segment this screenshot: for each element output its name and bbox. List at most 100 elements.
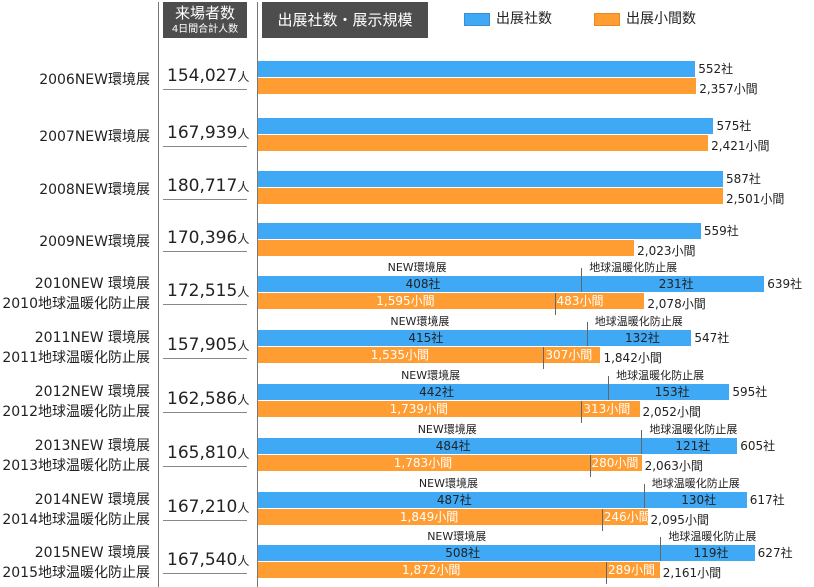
visitor-count: 167,210人 [167, 497, 249, 517]
visitor-count-value: 157,905 [167, 335, 238, 355]
visitor-underline [163, 520, 247, 521]
year-label: 2015NEW 環境展 [34, 545, 150, 561]
divider-left [158, 2, 159, 587]
visitor-count-value: 154,027 [167, 66, 238, 86]
year-label: 2011NEW 環境展 [34, 330, 150, 346]
label-gw-companies: 121社 [675, 439, 711, 453]
visitors-title: 来場者数 [174, 4, 235, 22]
visitor-count: 167,540人 [167, 550, 249, 570]
visitor-underline [163, 412, 247, 413]
split-booths [589, 455, 591, 477]
split-companies [608, 376, 610, 400]
visitor-unit: 人 [237, 70, 250, 84]
label-companies-total: 595社 [732, 385, 768, 399]
bar-companies [258, 276, 765, 292]
sublabel-gw: 地球温暖化防止展 [668, 530, 757, 543]
label-booths-total: 2,357小間 [699, 82, 758, 96]
bar-booths [258, 135, 709, 151]
label-gw-companies: 130社 [681, 493, 717, 507]
year-label: 2009NEW環境展 [39, 234, 150, 250]
legend-label-booths: 出展小間数 [626, 11, 696, 27]
visitor-count-value: 167,939 [167, 123, 238, 143]
label-new-companies: 484社 [435, 439, 471, 453]
sublabel-new: NEW環境展 [401, 369, 461, 382]
visitor-unit: 人 [237, 554, 250, 568]
year-label: 2006NEW環境展 [39, 72, 150, 88]
visitors-header: 来場者数 4日間合計人数 [163, 2, 247, 38]
visitor-unit: 人 [237, 339, 250, 353]
sublabel-gw: 地球温暖化防止展 [589, 261, 678, 274]
label-gw-companies: 231社 [658, 277, 694, 291]
split-companies [643, 484, 645, 508]
bar-booths [258, 347, 601, 363]
year-label: 2014地球温暖化防止展 [2, 512, 150, 528]
sublabel-new: NEW環境展 [390, 315, 450, 328]
visitor-unit: 人 [237, 393, 250, 407]
bar-companies [258, 330, 692, 346]
bar-companies [258, 545, 755, 561]
label-new-booths: 1,595小間 [376, 294, 435, 308]
label-companies-total: 627社 [757, 546, 793, 560]
visitor-count-value: 167,540 [167, 550, 238, 570]
label-new-companies: 508社 [445, 546, 481, 560]
label-new-companies: 408社 [405, 277, 441, 291]
split-companies [581, 268, 583, 292]
split-booths [581, 401, 583, 423]
label-booths-total: 2,501小間 [726, 192, 785, 206]
label-companies-total: 575社 [716, 119, 752, 133]
label-companies-total: 639社 [767, 277, 803, 291]
year-label: 2010地球温暖化防止展 [2, 296, 150, 312]
sublabel-gw: 地球温暖化防止展 [651, 477, 740, 490]
sublabel-new: NEW環境展 [418, 477, 478, 490]
visitor-unit: 人 [237, 127, 250, 141]
visitor-count: 154,027人 [167, 66, 249, 86]
sublabel-new: NEW環境展 [427, 530, 487, 543]
label-gw-booths: 280小間 [591, 456, 639, 470]
visitor-count: 157,905人 [167, 335, 249, 355]
year-label: 2014NEW 環境展 [34, 492, 150, 508]
label-gw-booths: 307小間 [545, 348, 593, 362]
visitor-count-value: 162,586 [167, 389, 238, 409]
split-companies [660, 537, 662, 561]
bar-booths [258, 78, 697, 94]
label-companies-total: 617社 [749, 493, 785, 507]
label-new-companies: 487社 [436, 493, 472, 507]
visitor-count: 162,586人 [167, 389, 249, 409]
year-label: 2013地球温暖化防止展 [2, 458, 150, 474]
label-gw-companies: 153社 [654, 385, 690, 399]
visitor-underline [163, 251, 247, 252]
visitor-unit: 人 [237, 447, 250, 461]
label-companies-total: 552社 [698, 62, 734, 76]
year-label: 2013NEW 環境展 [34, 438, 150, 454]
visitor-underline [163, 89, 247, 90]
label-gw-booths: 289小間 [608, 563, 655, 577]
label-gw-booths: 313小間 [583, 402, 631, 416]
year-label: 2007NEW環境展 [39, 129, 150, 145]
split-booths [606, 562, 608, 584]
year-label: 2015地球温暖化防止展 [2, 565, 150, 581]
legend-swatch-booths [594, 13, 620, 26]
label-new-booths: 1,739小間 [389, 402, 449, 416]
visitor-count-value: 170,396 [167, 228, 238, 248]
label-booths-total: 2,063小間 [644, 459, 703, 473]
visitor-underline [163, 358, 247, 359]
visitor-count: 172,515人 [167, 281, 249, 301]
label-gw-companies: 132社 [625, 331, 660, 345]
visitor-underline [163, 146, 247, 147]
sublabel-new: NEW環境展 [387, 261, 447, 274]
label-new-companies: 415社 [408, 331, 444, 345]
label-booths-total: 2,023小間 [637, 244, 696, 258]
label-gw-companies: 119社 [693, 546, 729, 560]
year-label: 2010NEW 環境展 [34, 276, 150, 292]
label-companies-total: 605社 [740, 439, 776, 453]
bar-booths [258, 240, 635, 256]
bar-companies [258, 171, 723, 187]
label-new-booths: 1,872小間 [402, 563, 461, 577]
split-companies [641, 430, 643, 454]
split-booths [601, 509, 603, 531]
visitor-count: 165,810人 [167, 443, 249, 463]
scale-header: 出展社数・展示規模 [262, 2, 428, 38]
sublabel-gw: 地球温暖化防止展 [649, 423, 738, 436]
bar-booths [258, 455, 642, 471]
label-booths-total: 2,161小間 [662, 566, 722, 580]
